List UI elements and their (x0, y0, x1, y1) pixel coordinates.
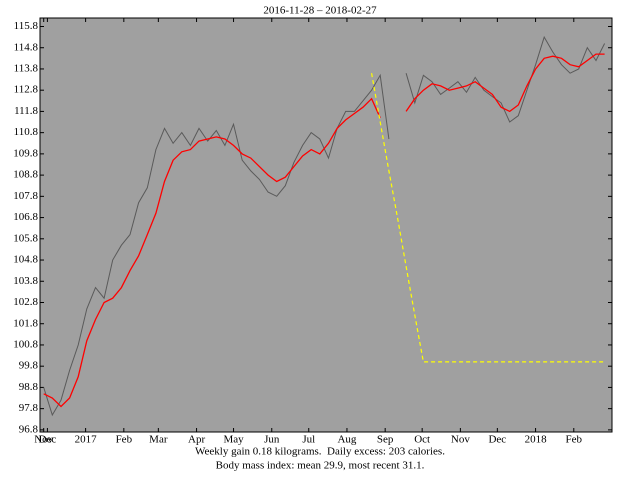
y-tick-label: 103.8 (13, 275, 38, 287)
y-tick-label: 102.8 (13, 296, 38, 308)
x-tick-label: Feb (116, 434, 133, 446)
chart-title: 2016-11-28 – 2018-02-27 (263, 5, 377, 17)
y-tick-label: 110.8 (14, 126, 39, 138)
y-tick-label: 106.8 (13, 211, 38, 223)
y-tick-label: 100.8 (13, 338, 38, 350)
x-tick-label: Dec (39, 434, 57, 446)
x-tick-label: Apr (188, 434, 205, 446)
y-tick-label: 99.8 (19, 360, 39, 372)
x-tick-label: May (223, 434, 244, 446)
y-tick-label: 112.8 (14, 84, 39, 96)
y-tick-label: 98.8 (19, 381, 39, 393)
y-tick-label: 104.8 (13, 254, 38, 266)
y-tick-label: 115.8 (14, 20, 39, 32)
y-tick-label: 111.8 (14, 105, 38, 117)
note: Body mass index: mean 29.9, most recent … (216, 460, 425, 472)
y-tick-label: 114.8 (14, 41, 39, 53)
x-tick-label: Jun (264, 434, 280, 446)
x-tick-label: Dec (488, 434, 506, 446)
x-tick-label: Mar (149, 434, 168, 446)
y-tick-label: 109.8 (13, 147, 38, 159)
y-tick-label: 108.8 (13, 169, 38, 181)
x-tick-label: Aug (337, 434, 356, 446)
y-tick-label: 96.8 (19, 423, 39, 435)
plot-frame (39, 17, 613, 433)
series-line (371, 73, 605, 363)
y-tick-label: 107.8 (13, 190, 38, 202)
x-tick-label: 2018 (525, 434, 548, 446)
x-tick-label: Feb (566, 434, 583, 446)
x-tick-label: Oct (414, 434, 430, 446)
x-tick-label: Nov (34, 434, 53, 446)
y-tick-label: 97.8 (19, 402, 39, 414)
y-tick-label: 105.8 (13, 232, 38, 244)
series-line (43, 35, 606, 417)
x-tick-label: 2017 (75, 434, 98, 446)
y-tick-label: 101.8 (13, 317, 38, 329)
x-tick-label: Sep (377, 434, 394, 446)
y-tick-label: 113.8 (14, 62, 39, 74)
x-tick-label: Nov (451, 434, 470, 446)
x-tick-label: Jul (302, 434, 315, 446)
series-line (43, 53, 605, 408)
plot-area (40, 18, 612, 432)
note: Weekly gain 0.18 kilograms. Daily excess… (195, 446, 445, 458)
